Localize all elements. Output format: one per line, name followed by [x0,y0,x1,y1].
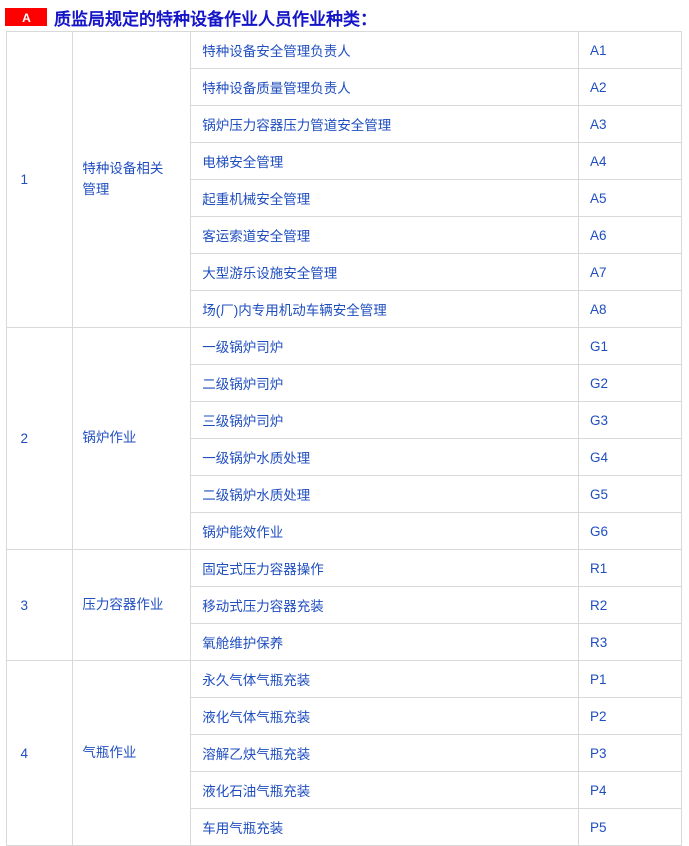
svg-text:A: A [22,11,31,24]
